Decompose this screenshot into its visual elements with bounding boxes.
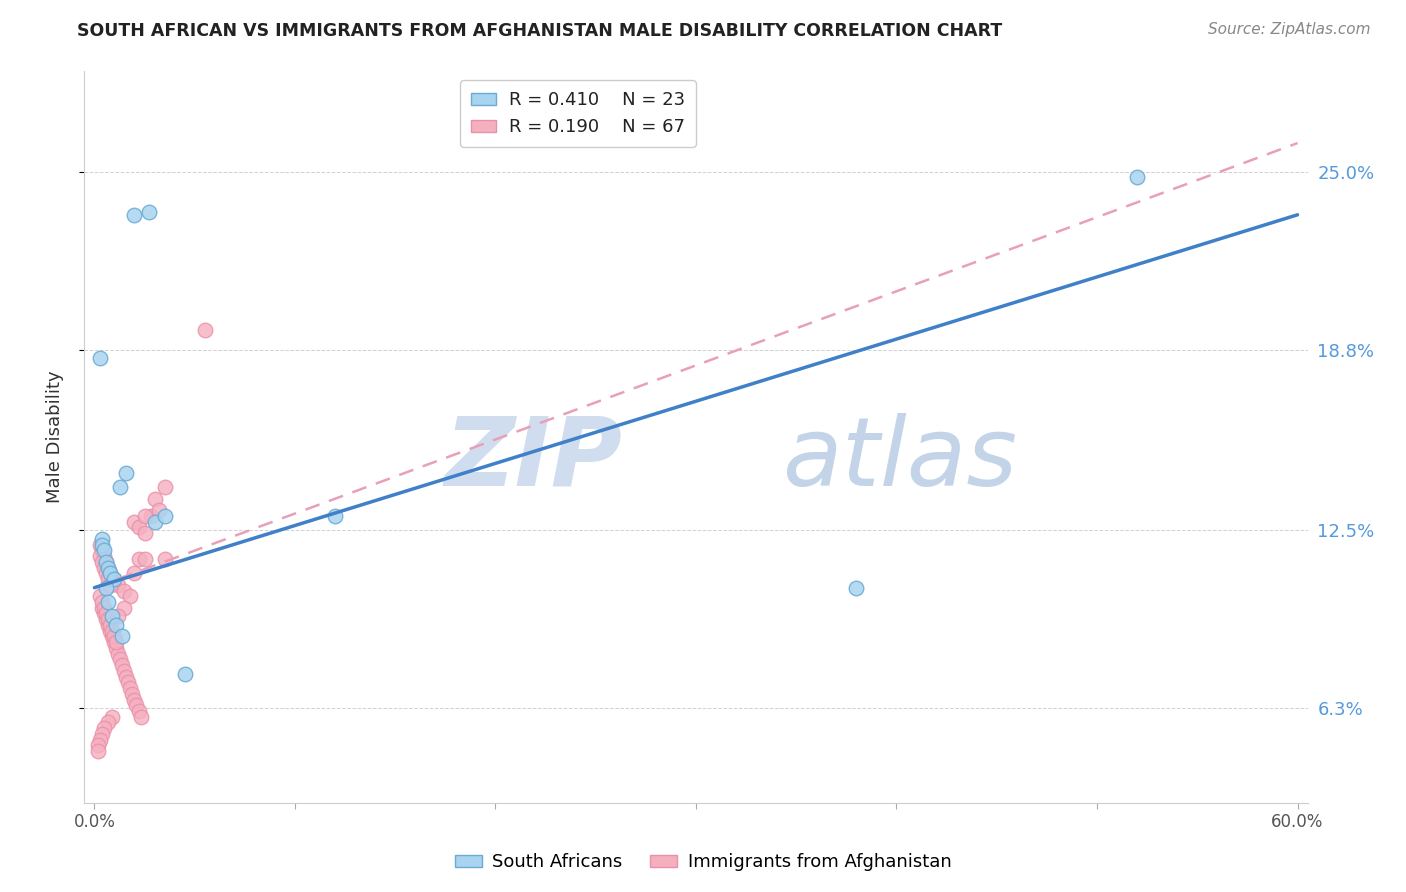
Legend: R = 0.410    N = 23, R = 0.190    N = 67: R = 0.410 N = 23, R = 0.190 N = 67 bbox=[460, 80, 696, 147]
Text: atlas: atlas bbox=[782, 412, 1017, 506]
Point bbox=[105, 640, 128, 655]
Point bbox=[103, 572, 125, 586]
Point bbox=[121, 687, 143, 701]
Point bbox=[97, 715, 120, 730]
Point bbox=[100, 578, 122, 592]
Point bbox=[114, 583, 136, 598]
Point bbox=[93, 721, 115, 735]
Point bbox=[107, 647, 129, 661]
Point bbox=[96, 555, 118, 569]
Point bbox=[103, 629, 125, 643]
Point bbox=[153, 508, 176, 523]
Point bbox=[89, 351, 111, 366]
Point bbox=[91, 532, 114, 546]
Point bbox=[96, 566, 118, 581]
Text: SOUTH AFRICAN VS IMMIGRANTS FROM AFGHANISTAN MALE DISABILITY CORRELATION CHART: SOUTH AFRICAN VS IMMIGRANTS FROM AFGHANI… bbox=[77, 22, 1002, 40]
Point bbox=[91, 727, 114, 741]
Text: Source: ZipAtlas.com: Source: ZipAtlas.com bbox=[1208, 22, 1371, 37]
Point bbox=[114, 600, 136, 615]
Point bbox=[1126, 170, 1149, 185]
Point bbox=[97, 595, 120, 609]
Point bbox=[110, 480, 132, 494]
Point bbox=[148, 503, 170, 517]
Point bbox=[101, 609, 124, 624]
Point bbox=[101, 710, 124, 724]
Point bbox=[107, 609, 129, 624]
Point bbox=[93, 600, 115, 615]
Point bbox=[143, 515, 166, 529]
Point bbox=[103, 572, 125, 586]
Point bbox=[97, 560, 120, 574]
Point bbox=[124, 208, 146, 222]
Point bbox=[93, 549, 115, 563]
Point bbox=[120, 589, 142, 603]
Point bbox=[89, 549, 111, 563]
Point bbox=[89, 732, 111, 747]
Point bbox=[101, 629, 124, 643]
Point bbox=[89, 589, 111, 603]
Point bbox=[120, 681, 142, 695]
Point bbox=[173, 666, 195, 681]
Point bbox=[96, 607, 118, 621]
Point bbox=[194, 322, 217, 336]
Point bbox=[96, 581, 118, 595]
Point bbox=[107, 578, 129, 592]
Point bbox=[845, 581, 868, 595]
Point bbox=[100, 624, 122, 638]
Point bbox=[128, 704, 150, 718]
Point bbox=[115, 466, 138, 480]
Point bbox=[96, 612, 118, 626]
Point bbox=[91, 555, 114, 569]
Point bbox=[134, 508, 156, 523]
Point bbox=[101, 624, 124, 638]
Point bbox=[93, 607, 115, 621]
Point bbox=[110, 652, 132, 666]
Point bbox=[128, 552, 150, 566]
Point bbox=[134, 552, 156, 566]
Point bbox=[323, 508, 346, 523]
Point bbox=[125, 698, 148, 713]
Point bbox=[91, 595, 114, 609]
Point bbox=[97, 560, 120, 574]
Point bbox=[100, 618, 122, 632]
Point bbox=[100, 566, 122, 581]
Point bbox=[153, 552, 176, 566]
Point bbox=[128, 520, 150, 534]
Point bbox=[111, 629, 134, 643]
Point bbox=[103, 635, 125, 649]
Point bbox=[91, 543, 114, 558]
Point bbox=[93, 560, 115, 574]
Point bbox=[91, 600, 114, 615]
Point bbox=[138, 205, 160, 219]
Point bbox=[153, 480, 176, 494]
Point bbox=[143, 491, 166, 506]
Point bbox=[87, 744, 110, 758]
Point bbox=[91, 538, 114, 552]
Point bbox=[111, 658, 134, 673]
Point bbox=[100, 566, 122, 581]
Point bbox=[115, 670, 138, 684]
Point bbox=[105, 635, 128, 649]
Point bbox=[124, 515, 146, 529]
Point bbox=[97, 618, 120, 632]
Point bbox=[129, 710, 152, 724]
Point bbox=[96, 555, 118, 569]
Legend: South Africans, Immigrants from Afghanistan: South Africans, Immigrants from Afghanis… bbox=[447, 847, 959, 879]
Point bbox=[139, 508, 162, 523]
Y-axis label: Male Disability: Male Disability bbox=[45, 371, 63, 503]
Point bbox=[97, 612, 120, 626]
Point bbox=[97, 572, 120, 586]
Point bbox=[124, 566, 146, 581]
Point bbox=[87, 739, 110, 753]
Point bbox=[134, 526, 156, 541]
Point bbox=[89, 538, 111, 552]
Point bbox=[105, 618, 128, 632]
Point bbox=[93, 543, 115, 558]
Point bbox=[114, 664, 136, 678]
Point bbox=[117, 675, 139, 690]
Point bbox=[124, 692, 146, 706]
Text: ZIP: ZIP bbox=[444, 412, 623, 506]
